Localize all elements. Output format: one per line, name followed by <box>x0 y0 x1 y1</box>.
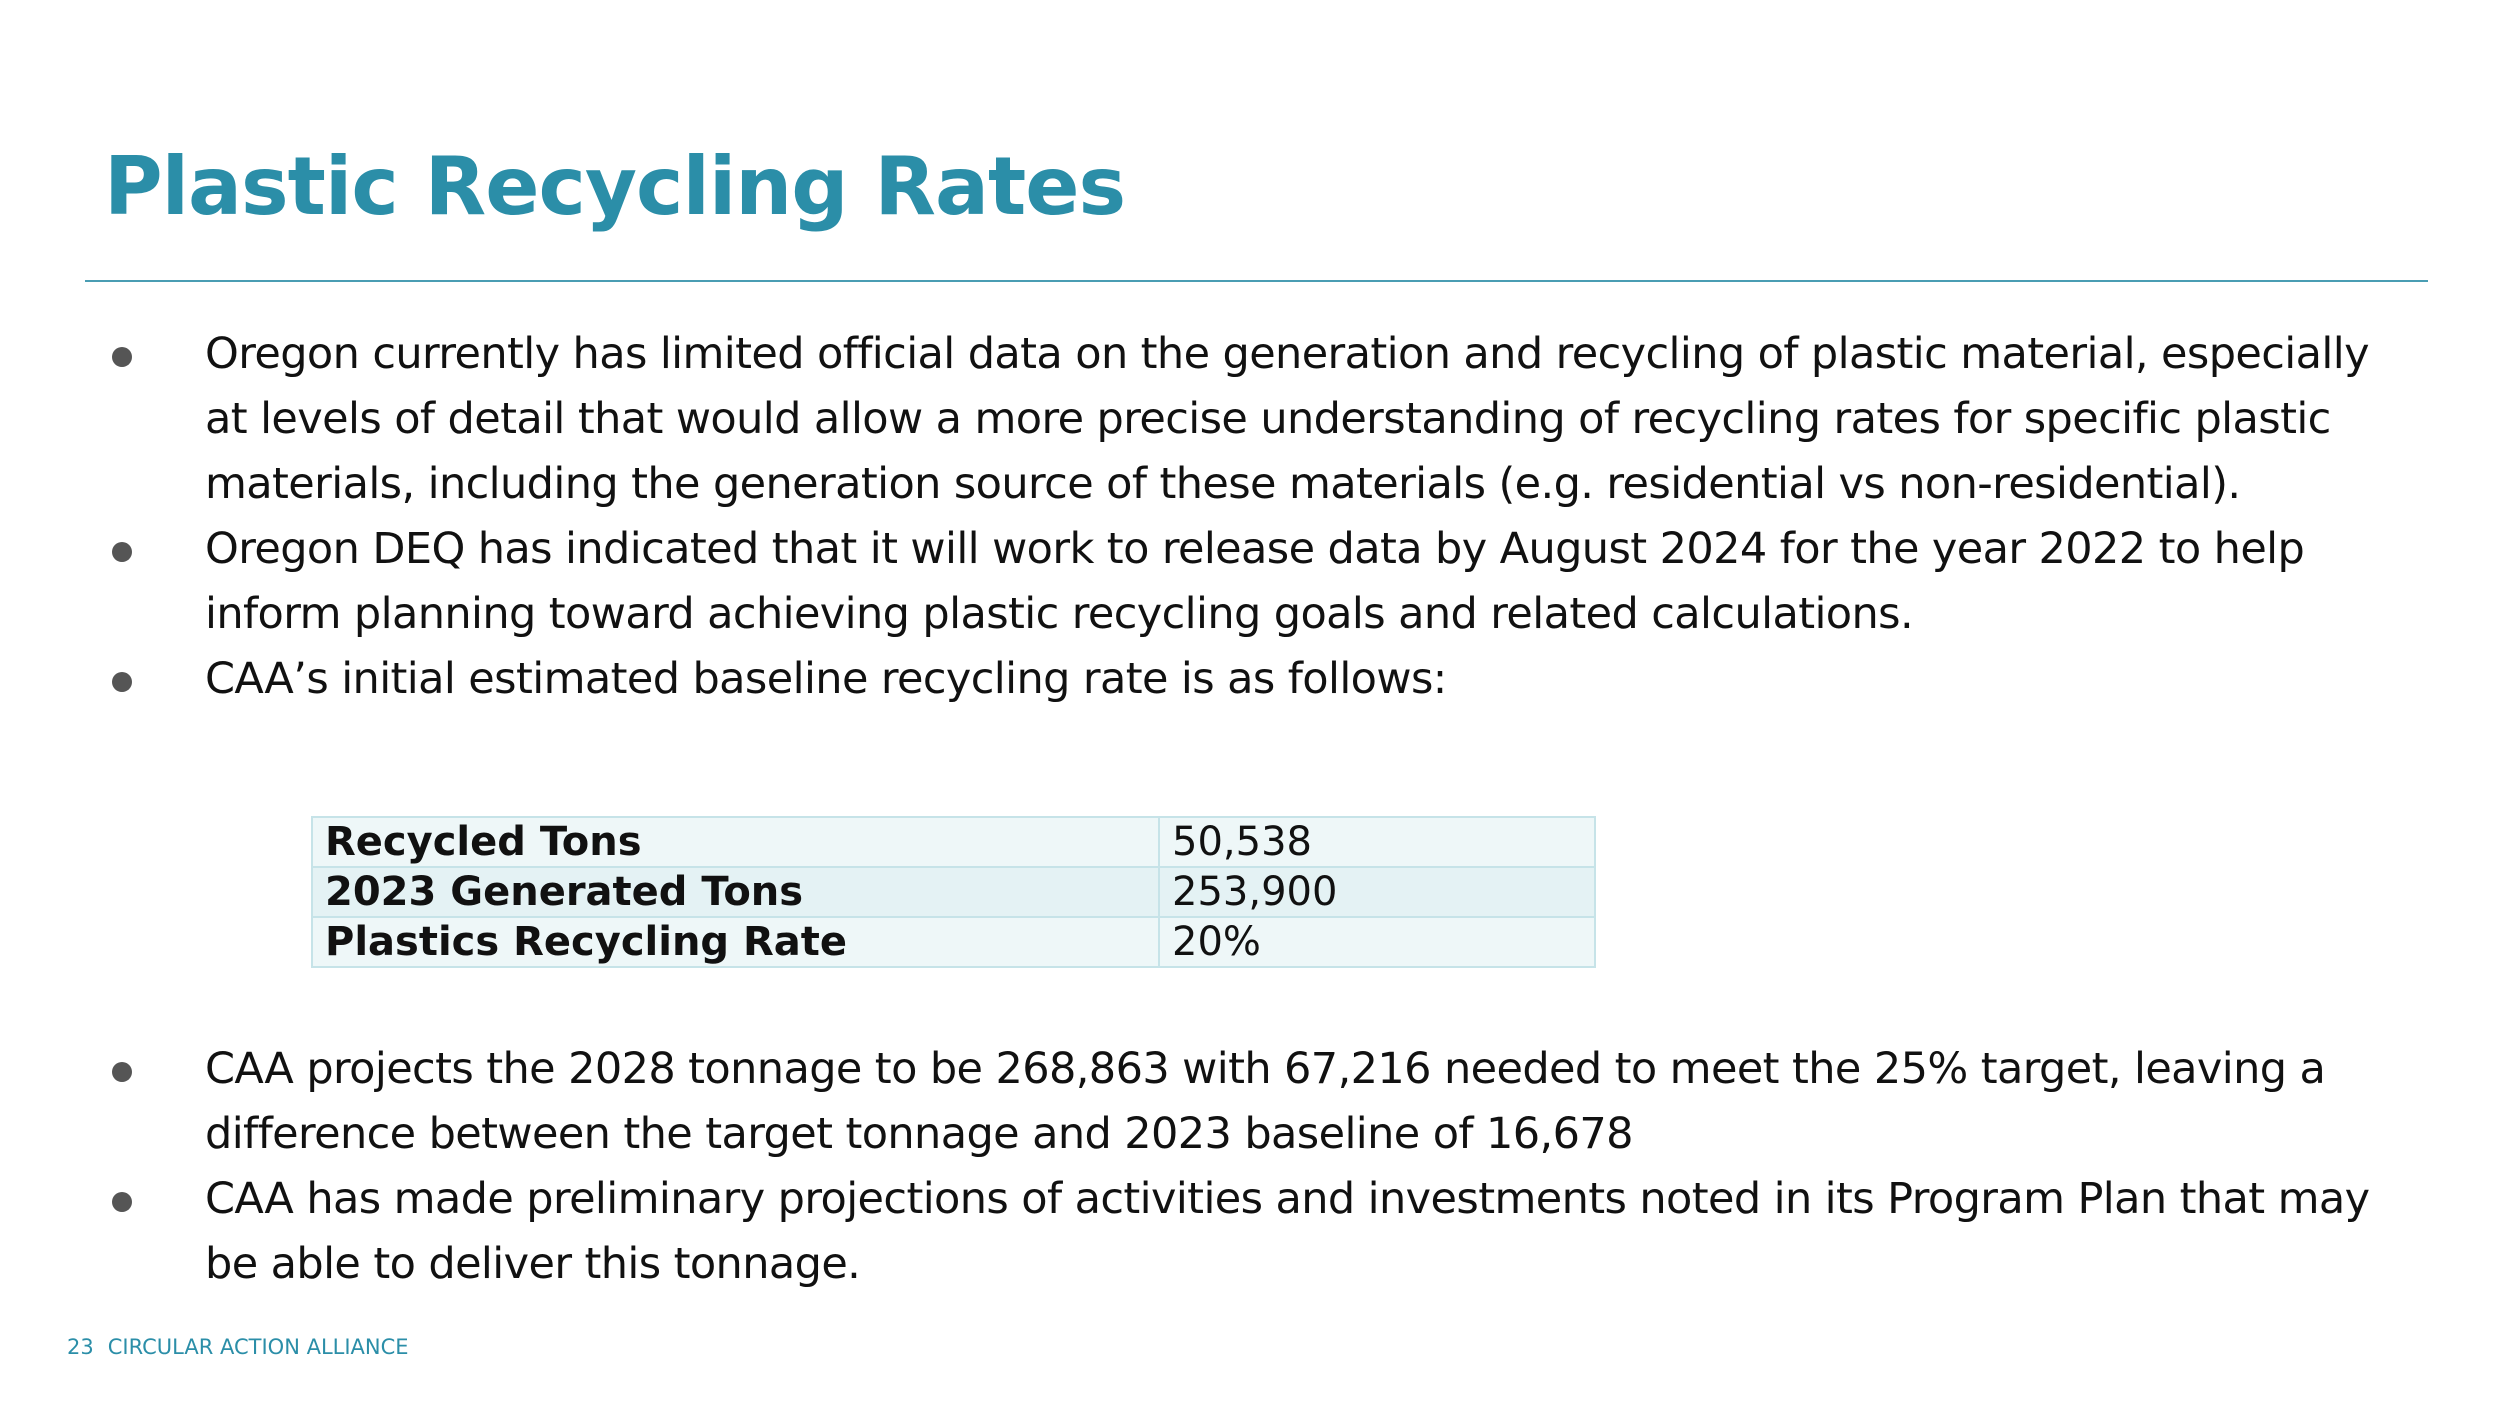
table-row: 2023 Generated Tons 253,900 <box>311 866 1596 918</box>
bullet-item: Oregon DEQ has indicated that it will wo… <box>110 517 2400 647</box>
row-value: 20% <box>1158 916 1596 968</box>
data-table: Recycled Tons 50,538 2023 Generated Tons 25… <box>311 816 1596 968</box>
title-rule <box>85 280 2428 282</box>
bullet-list: Oregon currently has limited official da… <box>110 322 2400 712</box>
bullet-list: CAA projects the 2028 tonnage to be 268,… <box>110 1037 2400 1297</box>
row-label: 2023 Generated Tons <box>311 866 1160 918</box>
page-number: 23 <box>67 1335 94 1359</box>
row-value: 50,538 <box>1158 816 1596 868</box>
slide-title: Plastic Recycling Rates <box>104 140 1126 233</box>
table-row: Recycled Tons 50,538 <box>311 816 1596 868</box>
table-row: Plastics Recycling Rate 20% <box>311 916 1596 968</box>
bullet-item: CAA’s initial estimated baseline recycli… <box>110 647 2400 712</box>
row-label: Recycled Tons <box>311 816 1160 868</box>
footer: 23 CIRCULAR ACTION ALLIANCE <box>67 1335 423 1359</box>
bullet-item: CAA projects the 2028 tonnage to be 268,… <box>110 1037 2400 1167</box>
bullet-item: Oregon currently has limited official da… <box>110 322 2400 517</box>
bullet-item: CAA has made preliminary projections of … <box>110 1167 2400 1297</box>
row-value: 253,900 <box>1158 866 1596 918</box>
row-label: Plastics Recycling Rate <box>311 916 1160 968</box>
footer-org: CIRCULAR ACTION ALLIANCE <box>107 1335 409 1359</box>
